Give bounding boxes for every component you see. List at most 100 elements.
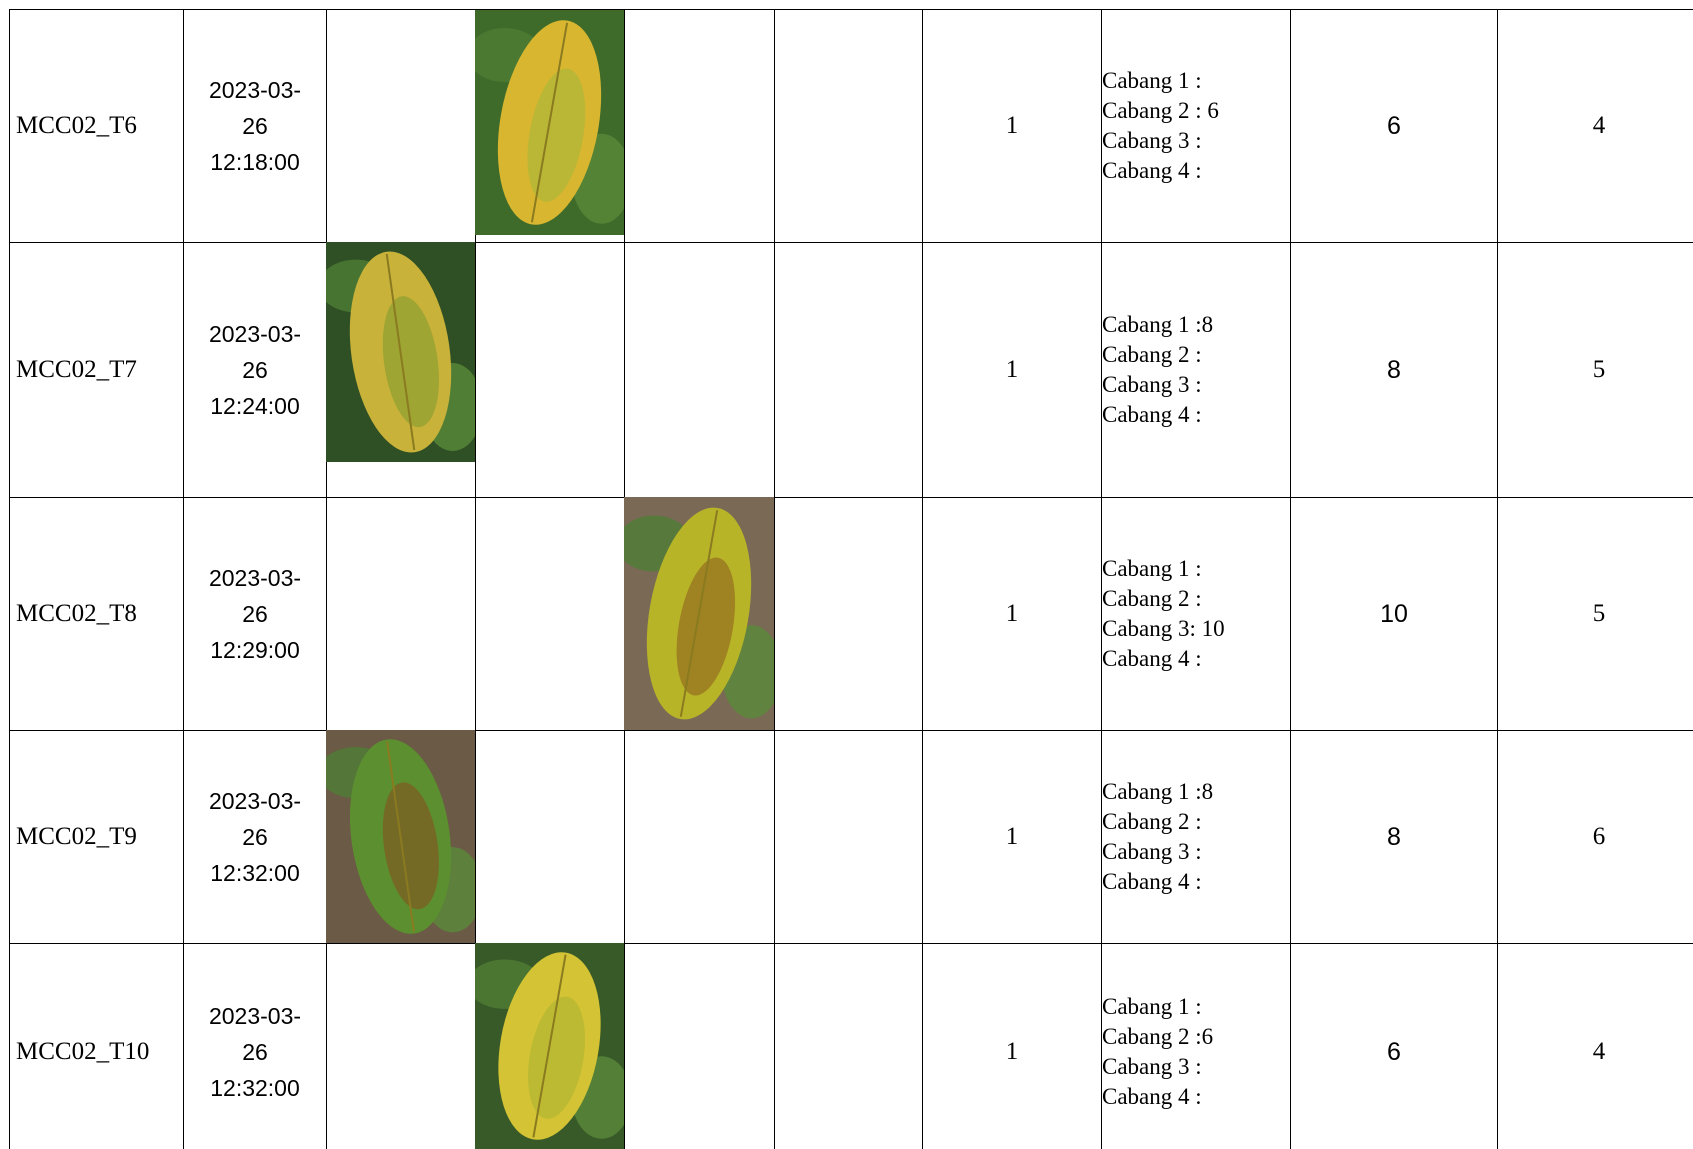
cabang-cell: Cabang 1 : Cabang 2 : Cabang 3: 10 Cabang 4… xyxy=(1101,497,1290,730)
sample-id: MCC02_T7 xyxy=(16,356,137,383)
sample-id: MCC02_T9 xyxy=(16,823,137,850)
number-cell: 1 xyxy=(922,497,1101,730)
cabang-line: Cabang 2 : xyxy=(1102,586,1202,611)
table-cell xyxy=(774,730,922,943)
leaf-photo xyxy=(326,730,475,943)
date-line: 2023-03- xyxy=(208,77,302,103)
cabang-line: Cabang 3 : xyxy=(1102,372,1202,397)
id-cell: MCC02_T6 xyxy=(9,9,183,242)
cabang-line: Cabang 3 : xyxy=(1102,839,1202,864)
cabang-line: Cabang 3 : xyxy=(1102,128,1202,153)
number-cell: 6 xyxy=(1290,9,1497,242)
date-line: 26 xyxy=(242,601,268,627)
cabang-line: Cabang 4 : xyxy=(1102,646,1202,671)
table-cell xyxy=(326,9,475,242)
cabang-line: Cabang 4 : xyxy=(1102,158,1202,183)
leaf-photo xyxy=(475,10,624,235)
cabang-line: Cabang 3 : xyxy=(1102,1054,1202,1079)
cabang-line: Cabang 1 : xyxy=(1102,556,1202,581)
cabang-line: Cabang 2 :6 xyxy=(1102,1024,1214,1049)
cabang-line: Cabang 2 : xyxy=(1102,342,1202,367)
leaf-photo xyxy=(326,242,475,462)
table-cell xyxy=(774,242,922,497)
number-cell: 1 xyxy=(922,730,1101,943)
number-cell: 6 xyxy=(1497,730,1693,943)
score-value: 5 xyxy=(1592,356,1606,383)
table-cell xyxy=(475,730,624,943)
total-value: 6 xyxy=(1387,1037,1401,1066)
table-cell xyxy=(475,497,624,730)
cabang-line: Cabang 3: 10 xyxy=(1102,616,1225,641)
number-cell: 4 xyxy=(1497,943,1693,1149)
date-line: 26 xyxy=(242,824,268,850)
date-cell: 2023-03- 26 12:32:00 xyxy=(183,730,326,943)
cabang-cell: Cabang 1 :8 Cabang 2 : Cabang 3 : Cabang 4 … xyxy=(1101,730,1290,943)
count-value: 1 xyxy=(1005,823,1019,850)
table-cell xyxy=(624,943,774,1149)
number-cell: 1 xyxy=(922,9,1101,242)
date-line: 12:24:00 xyxy=(210,393,300,419)
cabang-line: Cabang 4 : xyxy=(1102,402,1202,427)
leaf-photo xyxy=(624,497,774,730)
date-line: 2023-03- xyxy=(208,565,302,591)
cabang-cell: Cabang 1 : Cabang 2 : 6 Cabang 3 : Cabang 4… xyxy=(1101,9,1290,242)
count-value: 1 xyxy=(1005,356,1019,383)
date-cell: 2023-03- 26 12:24:00 xyxy=(183,242,326,497)
total-value: 8 xyxy=(1387,822,1401,851)
date-line: 12:32:00 xyxy=(210,1075,300,1101)
table-cell xyxy=(326,943,475,1149)
table-cell xyxy=(624,242,774,497)
table-cell xyxy=(624,730,774,943)
number-cell: 6 xyxy=(1290,943,1497,1149)
date-line: 12:32:00 xyxy=(210,860,300,886)
cabang-line: Cabang 4 : xyxy=(1102,1084,1202,1109)
date-cell: 2023-03- 26 12:32:00 xyxy=(183,943,326,1149)
cabang-line: Cabang 1 : xyxy=(1102,68,1202,93)
number-cell: 5 xyxy=(1497,497,1693,730)
score-value: 4 xyxy=(1592,112,1606,139)
cabang-line: Cabang 1 :8 xyxy=(1102,312,1214,337)
table-cell xyxy=(624,9,774,242)
count-value: 1 xyxy=(1005,112,1019,139)
table-cell xyxy=(774,497,922,730)
date-line: 26 xyxy=(242,113,268,139)
total-value: 8 xyxy=(1387,355,1401,384)
table-cell xyxy=(475,242,624,497)
date-line: 12:18:00 xyxy=(210,149,300,175)
number-cell: 10 xyxy=(1290,497,1497,730)
sample-id: MCC02_T6 xyxy=(16,112,137,139)
total-value: 6 xyxy=(1387,111,1401,140)
sample-id: MCC02_T8 xyxy=(16,600,137,627)
table-cell xyxy=(326,497,475,730)
cabang-cell: Cabang 1 : Cabang 2 :6 Cabang 3 : Cabang 4 … xyxy=(1101,943,1290,1149)
total-value: 10 xyxy=(1380,599,1408,628)
date-line: 2023-03- xyxy=(208,1003,302,1029)
date-line: 26 xyxy=(242,1039,268,1065)
cabang-line: Cabang 4 : xyxy=(1102,869,1202,894)
number-cell: 1 xyxy=(922,943,1101,1149)
date-line: 2023-03- xyxy=(208,788,302,814)
number-cell: 4 xyxy=(1497,9,1693,242)
leaf-photo xyxy=(475,943,624,1149)
number-cell: 8 xyxy=(1290,242,1497,497)
id-cell: MCC02_T10 xyxy=(9,943,183,1149)
cabang-line: Cabang 1 : xyxy=(1102,994,1202,1019)
id-cell: MCC02_T9 xyxy=(9,730,183,943)
date-cell: 2023-03- 26 12:18:00 xyxy=(183,9,326,242)
id-cell: MCC02_T7 xyxy=(9,242,183,497)
number-cell: 8 xyxy=(1290,730,1497,943)
date-line: 2023-03- xyxy=(208,321,302,347)
count-value: 1 xyxy=(1005,600,1019,627)
number-cell: 5 xyxy=(1497,242,1693,497)
date-cell: 2023-03- 26 12:29:00 xyxy=(183,497,326,730)
table-cell xyxy=(774,943,922,1149)
score-value: 6 xyxy=(1592,823,1606,850)
cabang-line: Cabang 2 : xyxy=(1102,809,1202,834)
score-value: 4 xyxy=(1592,1038,1606,1065)
score-value: 5 xyxy=(1592,600,1606,627)
cabang-line: Cabang 2 : 6 xyxy=(1102,98,1219,123)
number-cell: 1 xyxy=(922,242,1101,497)
cabang-line: Cabang 1 :8 xyxy=(1102,779,1214,804)
date-line: 26 xyxy=(242,357,268,383)
